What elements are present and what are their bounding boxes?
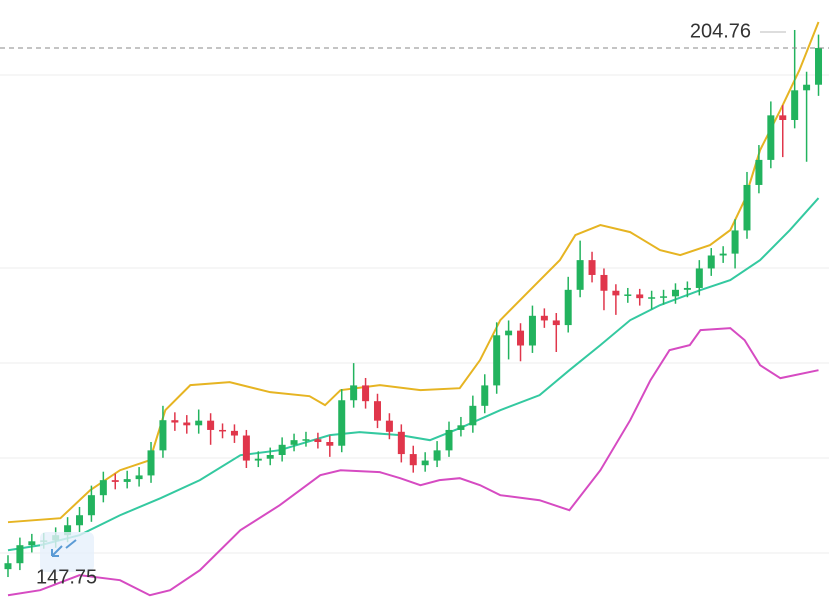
- candle-body: [16, 545, 24, 564]
- candle-body: [4, 563, 12, 570]
- candle-body: [302, 439, 310, 441]
- candle-body: [779, 115, 787, 120]
- candle-body: [326, 442, 334, 446]
- candle-body: [648, 297, 656, 299]
- candle-body: [445, 429, 453, 451]
- candle-body: [552, 320, 560, 326]
- candle-body: [469, 405, 477, 426]
- candle-body: [564, 289, 572, 326]
- candle-body: [64, 525, 72, 536]
- candle-body: [791, 90, 799, 120]
- candle-body: [219, 429, 227, 432]
- candle-body: [314, 439, 322, 443]
- candle-body: [719, 253, 727, 256]
- band-line: [7, 327, 819, 597]
- candle-body: [671, 289, 679, 297]
- candle-body: [87, 495, 95, 516]
- candle-body: [683, 287, 691, 290]
- candle-body: [159, 420, 167, 451]
- candle-body: [755, 159, 763, 185]
- low-marker-highlight: [40, 532, 94, 572]
- candle-body: [528, 315, 536, 346]
- candle-body: [373, 401, 381, 421]
- grid: [0, 74, 829, 554]
- candle-body: [123, 479, 131, 482]
- candle-body: [409, 454, 417, 466]
- last-price-label: 204.76: [690, 20, 751, 42]
- candle-body: [111, 480, 119, 482]
- candle-body: [660, 296, 668, 298]
- candle-body: [183, 422, 191, 426]
- candle-body: [135, 475, 143, 480]
- candle-body: [731, 230, 739, 254]
- band-line: [7, 197, 820, 552]
- candle-body: [612, 290, 620, 296]
- candle-body: [707, 255, 715, 269]
- candle-body: [385, 420, 393, 432]
- band-line: [7, 21, 820, 524]
- candle-body: [242, 435, 250, 461]
- candle-body: [76, 515, 84, 526]
- candle-body: [505, 330, 513, 336]
- candle-body: [171, 420, 179, 423]
- low-marker-arrow-tail: [65, 539, 77, 549]
- candle-body: [338, 400, 346, 446]
- candle-body: [517, 330, 525, 346]
- candle-body: [397, 431, 405, 455]
- candle-body: [481, 385, 489, 406]
- bands: [7, 21, 820, 597]
- candle-body: [815, 47, 823, 85]
- candle-body: [743, 184, 751, 231]
- candle-body: [99, 480, 107, 496]
- candle-body: [767, 115, 775, 160]
- candle-body: [207, 420, 215, 430]
- candle-body: [362, 385, 370, 402]
- candle-body: [290, 440, 298, 445]
- low-price-label: 147.75: [36, 566, 97, 588]
- candle-body: [266, 455, 274, 459]
- candle-body: [540, 315, 548, 321]
- candle-body: [350, 385, 358, 401]
- candle-body: [230, 430, 238, 436]
- candle-body: [493, 335, 501, 386]
- candle-body: [624, 294, 632, 296]
- overlay: 147.75 204.76: [0, 20, 829, 588]
- candle-body: [147, 450, 155, 476]
- candle-body: [457, 425, 465, 430]
- candle-body: [695, 268, 703, 288]
- candle-body: [600, 274, 608, 291]
- candle-body: [254, 458, 262, 461]
- candle-body: [421, 460, 429, 466]
- candle-body: [195, 420, 203, 426]
- candle-body: [278, 444, 286, 456]
- candle-body: [636, 294, 644, 299]
- candle-body: [803, 84, 811, 91]
- low-marker-arrow: [51, 545, 63, 557]
- candle-body: [588, 260, 596, 275]
- candle-body: [28, 541, 36, 546]
- candle-body: [433, 450, 441, 461]
- candle-body: [576, 260, 584, 290]
